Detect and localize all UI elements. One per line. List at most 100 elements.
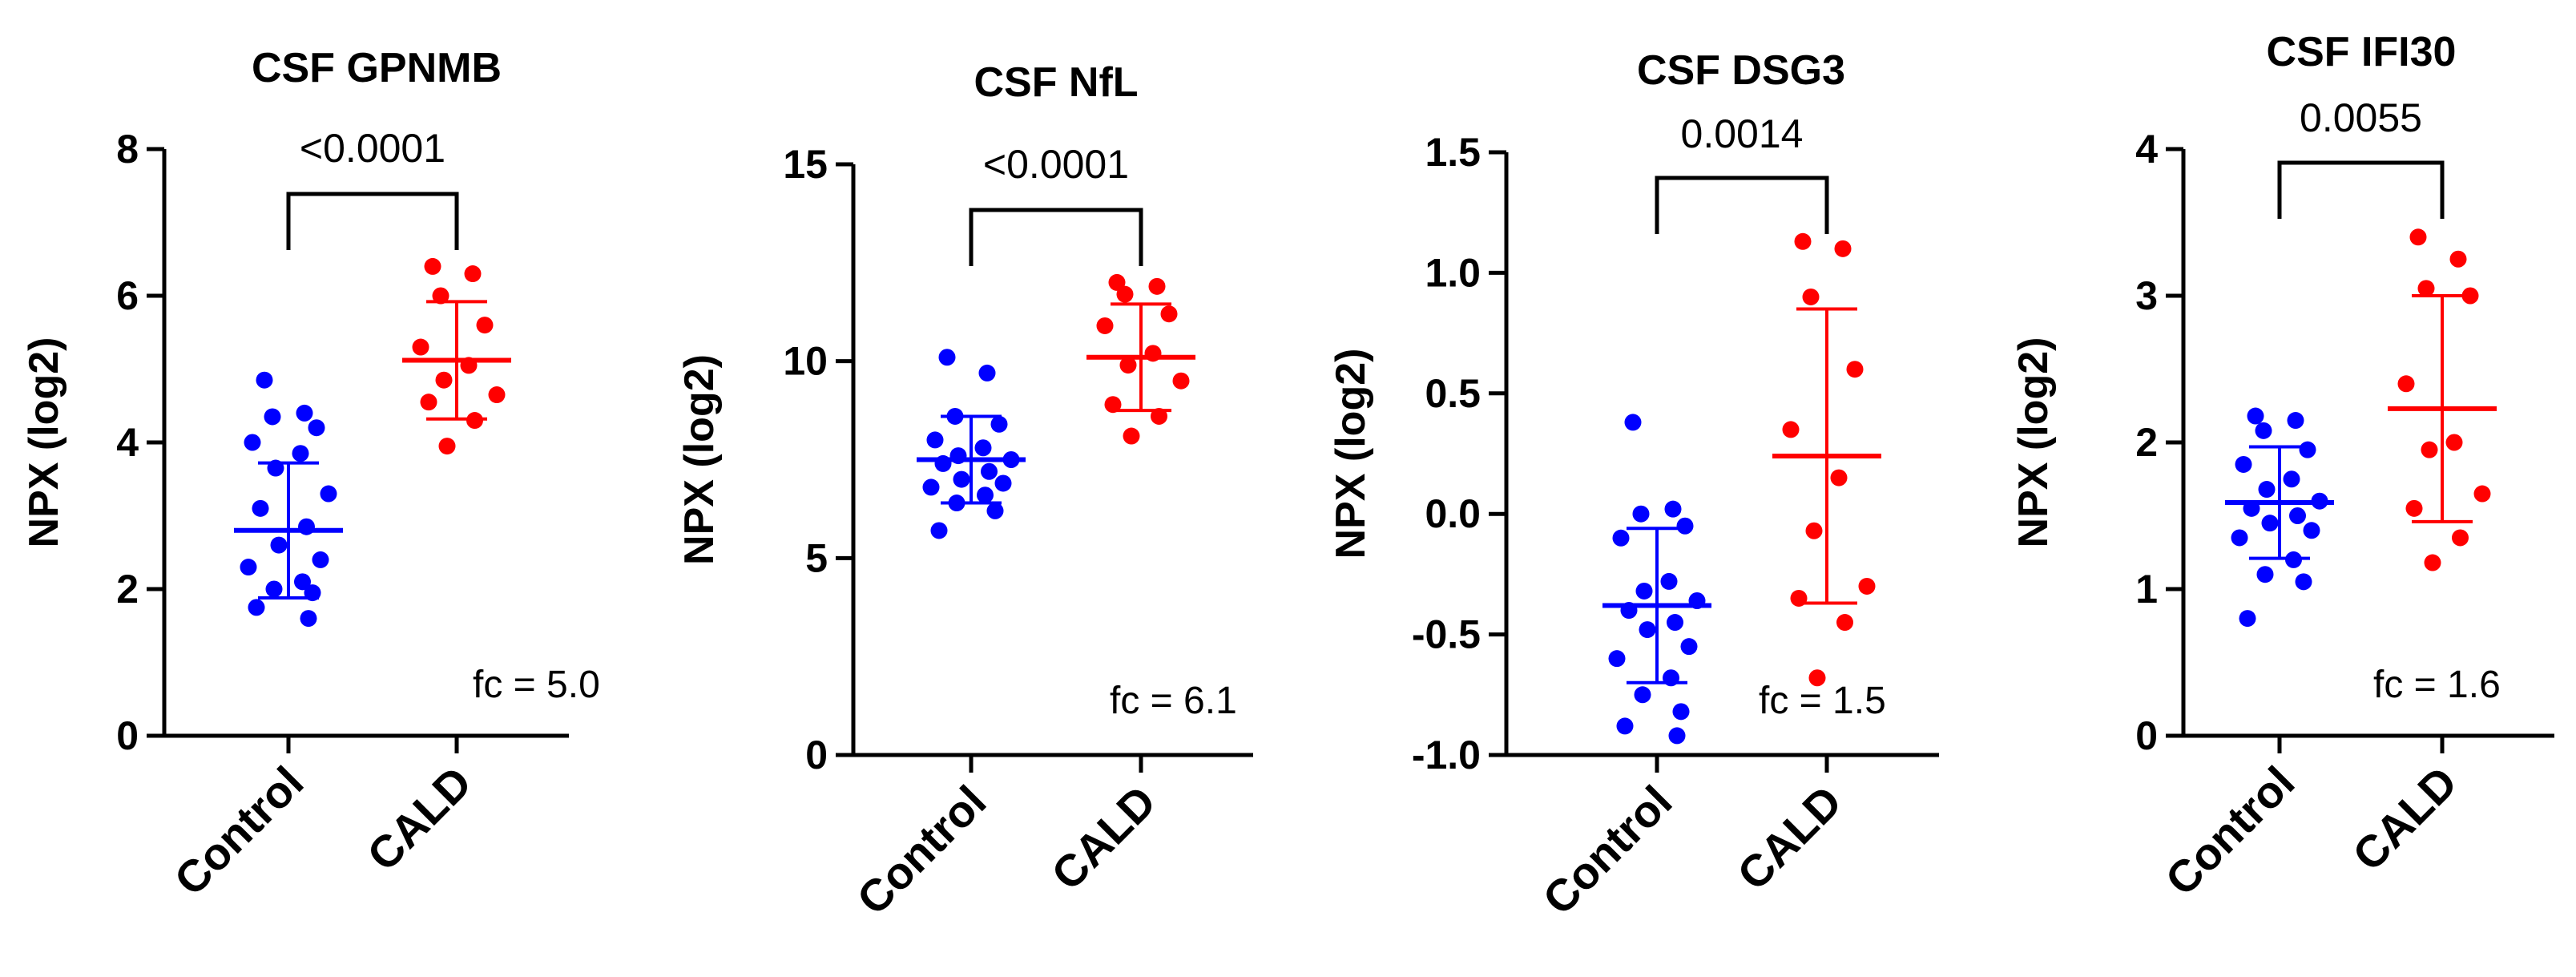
data-point bbox=[1668, 727, 1686, 745]
data-point bbox=[2397, 375, 2415, 393]
p-value-label: 0.0014 bbox=[1681, 111, 1804, 156]
data-point bbox=[1676, 517, 1694, 535]
x-category-label: CALD bbox=[1042, 776, 1166, 900]
y-tick-label: 4 bbox=[2135, 127, 2158, 172]
y-tick-label: 0 bbox=[116, 713, 139, 758]
series-cald bbox=[402, 257, 511, 455]
y-tick-label: 1.5 bbox=[1425, 130, 1481, 175]
x-category-label: Control bbox=[1533, 776, 1681, 924]
data-point bbox=[1608, 650, 1626, 668]
data-point bbox=[2239, 610, 2256, 628]
y-axis-label: NPX (log2) bbox=[1328, 349, 1374, 559]
data-point bbox=[1612, 529, 1630, 547]
data-point bbox=[978, 364, 996, 382]
data-point bbox=[2255, 422, 2272, 439]
data-point bbox=[994, 474, 1012, 492]
y-tick-label: 0 bbox=[805, 733, 828, 777]
data-point bbox=[424, 257, 441, 275]
chart-panel-1: CSF GPNMB NPX (log2) 0 2 4 6 8 Control CALD <0.00… bbox=[21, 45, 600, 905]
data-point bbox=[1160, 305, 1178, 323]
data-point bbox=[1836, 614, 1853, 632]
data-point bbox=[256, 371, 273, 389]
y-tick-label: -0.5 bbox=[1412, 612, 1481, 657]
data-point bbox=[1858, 577, 1876, 595]
data-point bbox=[2289, 507, 2306, 524]
data-point bbox=[1830, 469, 1848, 486]
data-point bbox=[922, 478, 940, 496]
data-point bbox=[2409, 228, 2427, 246]
data-point bbox=[1148, 277, 1166, 295]
data-point bbox=[1635, 582, 1653, 600]
y-tick-label: 5 bbox=[805, 535, 828, 580]
data-point bbox=[2449, 250, 2467, 268]
chart-panel-3: CSF DSG3 NPX (log2) -1.0 -0.5 0.0 0.5 1.0 1.5 Co… bbox=[1328, 47, 1939, 924]
significance-bracket bbox=[969, 208, 1143, 266]
data-point bbox=[1802, 288, 1820, 305]
data-point bbox=[1151, 407, 1167, 425]
y-tick-label: 0.0 bbox=[1425, 491, 1481, 536]
data-point bbox=[1846, 361, 1864, 378]
y-tick-label: 3 bbox=[2135, 273, 2158, 318]
chart-title: CSF NfL bbox=[974, 59, 1138, 106]
data-point bbox=[1632, 505, 1650, 523]
data-point bbox=[1116, 285, 1134, 303]
data-point bbox=[2287, 412, 2304, 430]
data-point bbox=[1794, 232, 1812, 250]
data-point bbox=[2445, 434, 2463, 451]
y-tick-label: 0 bbox=[2135, 713, 2158, 758]
data-point bbox=[1667, 614, 1683, 632]
y-axis-label: NPX (log2) bbox=[676, 354, 723, 565]
data-point bbox=[1096, 317, 1114, 334]
y-tick-label: 10 bbox=[783, 339, 828, 384]
data-point bbox=[938, 349, 956, 366]
y-tick-label: 0.5 bbox=[1425, 371, 1481, 416]
chart-title: CSF IFI30 bbox=[2267, 29, 2457, 75]
data-point bbox=[2303, 522, 2320, 539]
data-point bbox=[990, 415, 1008, 433]
series-control bbox=[1602, 414, 1711, 745]
chart-title: CSF DSG3 bbox=[1637, 47, 1845, 94]
data-point bbox=[2421, 441, 2438, 458]
fold-change-label: fc = 1.5 bbox=[1759, 680, 1886, 722]
data-point bbox=[476, 317, 494, 334]
y-tick-label: 8 bbox=[116, 127, 139, 172]
data-point bbox=[300, 610, 317, 628]
data-point bbox=[977, 486, 994, 504]
data-point bbox=[2452, 529, 2469, 547]
data-point bbox=[1834, 240, 1852, 257]
significance-bracket bbox=[1655, 176, 1829, 234]
data-point bbox=[248, 599, 265, 616]
x-category-label: CALD bbox=[357, 757, 482, 881]
x-category-label: Control bbox=[164, 757, 312, 905]
data-point bbox=[2473, 485, 2491, 503]
data-point bbox=[2405, 499, 2423, 517]
data-point bbox=[1680, 638, 1698, 656]
chart-panel-4: CSF IFI30 NPX (log2) 0 1 2 3 4 Control CALD 0.005… bbox=[2010, 29, 2554, 905]
data-point bbox=[981, 462, 998, 480]
fold-change-label: fc = 5.0 bbox=[473, 664, 600, 706]
x-category-label: Control bbox=[2155, 757, 2304, 905]
data-point bbox=[435, 371, 453, 389]
data-point bbox=[270, 536, 288, 554]
data-point bbox=[974, 439, 992, 457]
data-point bbox=[2417, 280, 2435, 297]
significance-bracket bbox=[286, 192, 459, 250]
data-point bbox=[420, 394, 437, 411]
data-point bbox=[1123, 427, 1140, 445]
series-control bbox=[917, 349, 1026, 539]
data-point bbox=[2258, 481, 2276, 499]
data-point bbox=[296, 404, 313, 422]
data-point bbox=[1616, 717, 1634, 735]
data-point bbox=[1624, 414, 1642, 431]
data-point bbox=[292, 445, 309, 462]
chart-title: CSF GPNMB bbox=[252, 45, 502, 91]
data-point bbox=[1660, 572, 1678, 590]
fold-change-label: fc = 6.1 bbox=[1110, 680, 1237, 722]
data-point bbox=[1782, 421, 1800, 438]
x-category-label: CALD bbox=[1727, 776, 1852, 900]
data-point bbox=[308, 419, 325, 437]
p-value-label: <0.0001 bbox=[983, 142, 1129, 187]
data-point bbox=[1672, 703, 1690, 721]
fold-change-label: fc = 1.6 bbox=[2373, 664, 2501, 706]
